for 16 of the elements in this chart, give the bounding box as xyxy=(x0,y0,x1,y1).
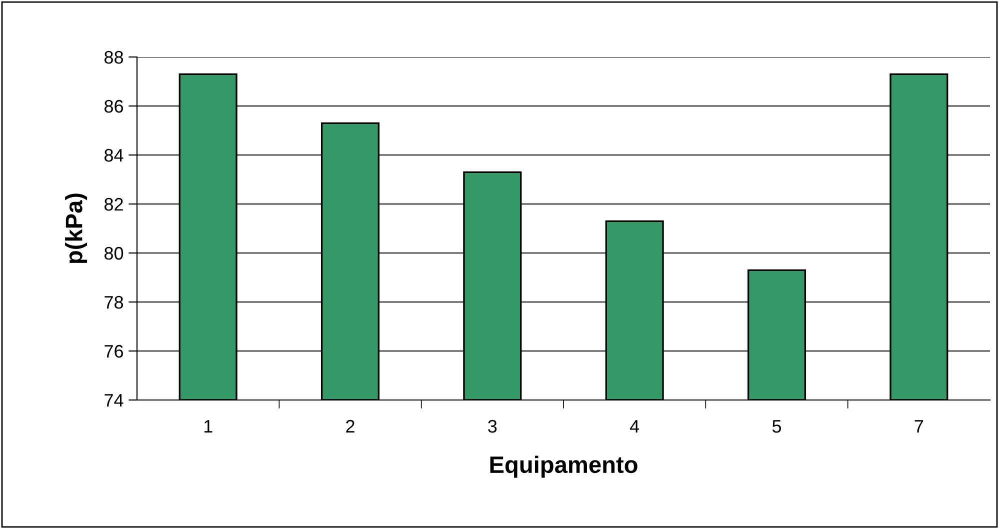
x-tick-label: 3 xyxy=(488,420,497,433)
y-tick-label: 76 xyxy=(104,344,124,358)
x-tick-label: 7 xyxy=(914,420,924,433)
y-tick-label: 84 xyxy=(104,148,124,162)
y-tick-label: 88 xyxy=(104,50,124,64)
x-tick-label: 5 xyxy=(772,420,782,433)
x-tick-label: 1 xyxy=(204,420,212,433)
y-tick-label: 80 xyxy=(104,246,124,260)
y-tick-label: 78 xyxy=(104,296,124,309)
y-tick-label: 74 xyxy=(104,394,124,407)
y-axis-title: p(kPa) xyxy=(65,194,88,264)
x-tick-label: 4 xyxy=(630,420,640,433)
x-tick-label: 2 xyxy=(346,420,354,433)
y-tick-label: 82 xyxy=(104,198,123,211)
x-axis-title: Equipamento xyxy=(490,456,638,478)
y-tick-label: 86 xyxy=(104,100,124,113)
